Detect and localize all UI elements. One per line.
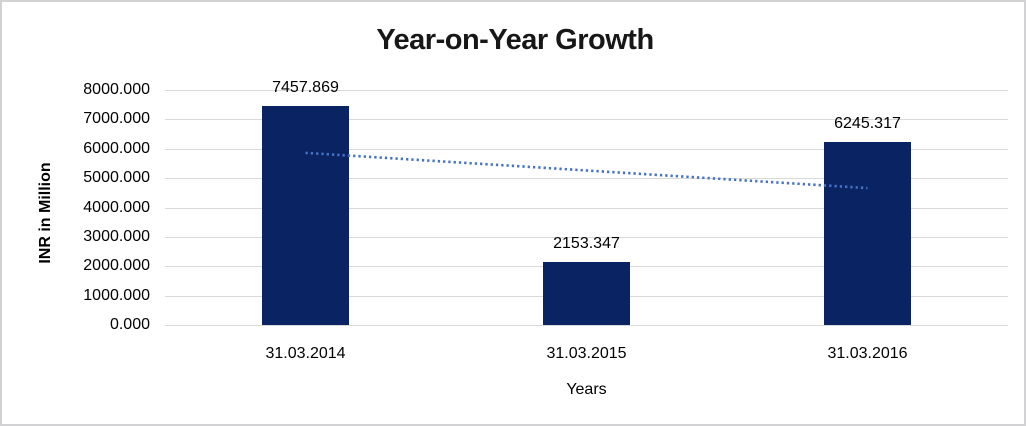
- y-tick-label: 4000.000: [83, 198, 150, 216]
- gridline: [165, 207, 1008, 209]
- y-tick-label: 5000.000: [83, 169, 150, 187]
- gridline: [165, 236, 1008, 238]
- x-tick-label: 31.03.2016: [827, 345, 908, 362]
- chart-title: Year-on-Year Growth: [376, 24, 654, 56]
- bar-value-label: 6245.317: [834, 114, 901, 132]
- y-tick-label: 7000.000: [83, 110, 150, 128]
- y-tick-label: 1000.000: [83, 286, 150, 304]
- y-tick-label: 3000.000: [83, 227, 150, 245]
- x-tick-label: 31.03.2014: [265, 345, 346, 362]
- gridline: [165, 148, 1008, 150]
- y-tick-label: 8000.000: [83, 81, 150, 98]
- gridline: [165, 325, 1008, 326]
- y-tick-label: 6000.000: [83, 139, 150, 157]
- gridline: [165, 119, 1008, 121]
- y-tick-label: 2000.000: [83, 257, 150, 275]
- plot-area: [165, 90, 1008, 326]
- x-tick-label: 31.03.2015: [546, 345, 627, 362]
- bar-value-label: 2153.347: [553, 234, 620, 252]
- bar-31.03.2014: [262, 105, 349, 325]
- gridline: [165, 90, 1008, 91]
- y-tick-label: 0.000: [109, 316, 150, 333]
- bar-31.03.2015: [543, 261, 630, 325]
- bar-value-label: 7457.869: [272, 78, 339, 96]
- x-axis-title: Years: [566, 381, 607, 398]
- bar-31.03.2016: [824, 141, 911, 325]
